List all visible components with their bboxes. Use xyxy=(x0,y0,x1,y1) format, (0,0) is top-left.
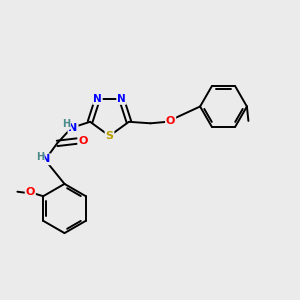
Text: O: O xyxy=(166,116,175,126)
Text: N: N xyxy=(117,94,126,104)
Text: N: N xyxy=(68,122,78,133)
Text: O: O xyxy=(78,136,88,146)
Text: N: N xyxy=(41,154,50,164)
Text: H: H xyxy=(36,152,44,162)
Text: H: H xyxy=(62,119,70,129)
Text: S: S xyxy=(106,131,113,141)
Text: O: O xyxy=(26,187,35,197)
Text: N: N xyxy=(93,94,102,104)
